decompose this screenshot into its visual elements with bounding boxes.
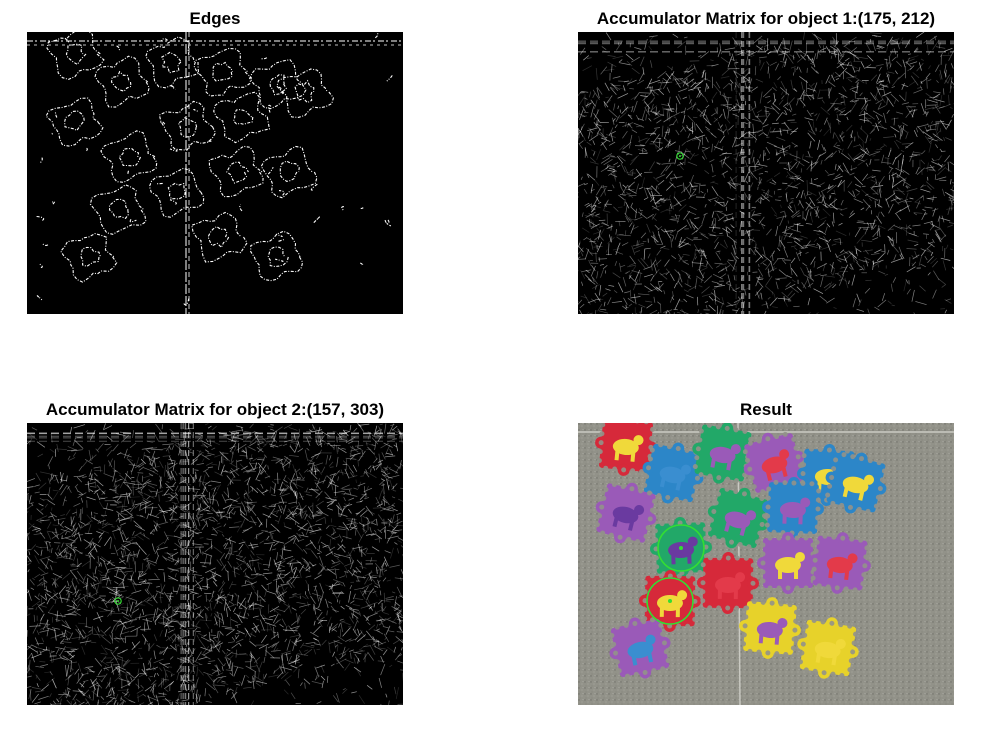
panel-title-accumulator-2: Accumulator Matrix for object 2:(157, 30… <box>45 400 385 419</box>
result-canvas <box>578 423 954 705</box>
edges-canvas <box>27 32 403 314</box>
peak-marker-icon <box>114 597 122 605</box>
accumulator-2-image <box>27 423 403 705</box>
panel-title-accumulator-1: Accumulator Matrix for object 1:(175, 21… <box>596 9 936 28</box>
accumulator-1-image <box>578 32 954 314</box>
panel-title-result: Result <box>740 400 792 419</box>
panel-title-edges: Edges <box>189 9 241 28</box>
result-image <box>578 423 954 705</box>
detected-circle-1 <box>657 524 705 572</box>
edges-image <box>27 32 403 314</box>
accumulator-2-canvas <box>27 423 403 705</box>
peak-marker-icon <box>676 152 684 160</box>
accumulator-1-canvas <box>578 32 954 314</box>
detected-circle-2 <box>646 577 694 625</box>
